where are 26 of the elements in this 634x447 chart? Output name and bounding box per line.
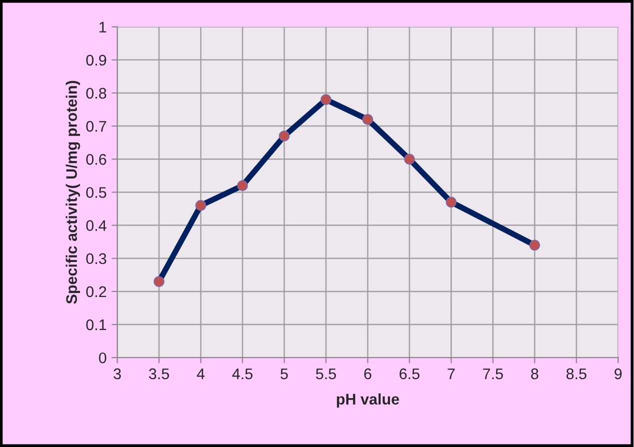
y-axis-title: Specific activity( U/mg protein) xyxy=(66,80,80,304)
y-tick-label: 1 xyxy=(100,22,106,32)
x-tick-label: 6 xyxy=(364,368,372,380)
y-tick-label: 0.7 xyxy=(86,120,106,132)
x-tick-label: 3.5 xyxy=(148,368,170,380)
x-tick-label: 8.5 xyxy=(566,368,586,380)
x-tick-label: 8 xyxy=(531,368,538,380)
x-tick-label: 9 xyxy=(614,368,622,380)
x-tick-label: 7.5 xyxy=(483,368,503,380)
x-tick-label: 5.5 xyxy=(316,368,336,380)
y-tick-label: 0.3 xyxy=(86,253,106,264)
x-tick-label: 7 xyxy=(448,368,455,380)
y-tick-label: 0 xyxy=(98,352,106,364)
x-tick-label: 3 xyxy=(114,368,121,380)
y-tick-label: 0.4 xyxy=(86,220,106,231)
x-tick-label: 5 xyxy=(280,368,288,380)
y-tick-label: 0.2 xyxy=(86,286,106,298)
x-tick-label: 6.5 xyxy=(400,368,420,380)
y-tick-label: 0.1 xyxy=(86,319,106,330)
y-tick-label: 0.8 xyxy=(86,88,106,99)
y-tick-label: 0.5 xyxy=(86,187,106,198)
x-axis-title: pH value xyxy=(336,393,400,408)
y-tick-label: 0.6 xyxy=(86,154,106,165)
x-tick-label: 4.5 xyxy=(232,368,252,380)
y-tick-label: 0.9 xyxy=(86,54,106,66)
x-tick-label: 4 xyxy=(196,368,205,380)
